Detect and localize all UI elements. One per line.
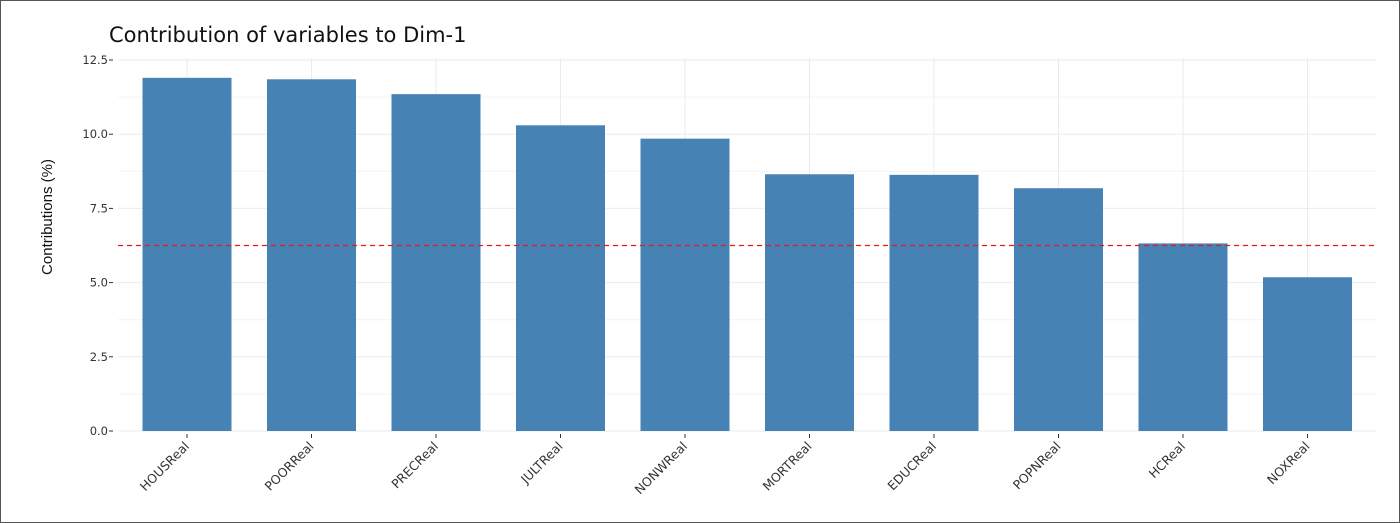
bar: [1138, 243, 1228, 431]
bar: [516, 125, 605, 432]
y-tick-label: 10.0: [82, 127, 108, 141]
y-axis-ticks: 0.0 2.5 5.0 7.5 10.0 12.5: [82, 53, 113, 438]
bar: [640, 138, 730, 432]
bar: [1014, 188, 1103, 431]
chart-title: Contribution of variables to Dim-1: [109, 23, 466, 47]
x-tick-label: POORReal: [262, 439, 317, 494]
bar: [267, 79, 356, 432]
bar: [1263, 277, 1352, 431]
x-tick-label: JULTReal: [517, 439, 566, 488]
x-tick-label: NOXReal: [1264, 439, 1313, 488]
bar: [391, 94, 481, 431]
bar: [765, 174, 854, 431]
y-tick-label: 5.0: [90, 276, 108, 290]
x-tick-label: PRECReal: [388, 439, 441, 492]
y-axis-label: Contributions (%): [39, 159, 56, 275]
x-tick-label: POPNReal: [1010, 439, 1064, 493]
y-tick-label: 2.5: [90, 350, 108, 364]
y-tick-label: 0.0: [90, 424, 108, 438]
x-tick-label: MORTReal: [759, 439, 814, 494]
y-tick-label: 12.5: [82, 53, 108, 67]
x-axis-ticks: HOUSReal POORReal PRECReal JULTReal NONWReal…: [137, 434, 1313, 497]
x-tick-label: HCReal: [1146, 439, 1188, 481]
bars: [142, 77, 1352, 432]
x-tick-label: EDUCReal: [884, 439, 939, 494]
bar: [889, 174, 979, 431]
y-tick-label: 7.5: [90, 201, 108, 215]
x-tick-label: NONWReal: [632, 439, 691, 498]
bar: [142, 77, 232, 432]
x-tick-label: HOUSReal: [137, 439, 192, 494]
